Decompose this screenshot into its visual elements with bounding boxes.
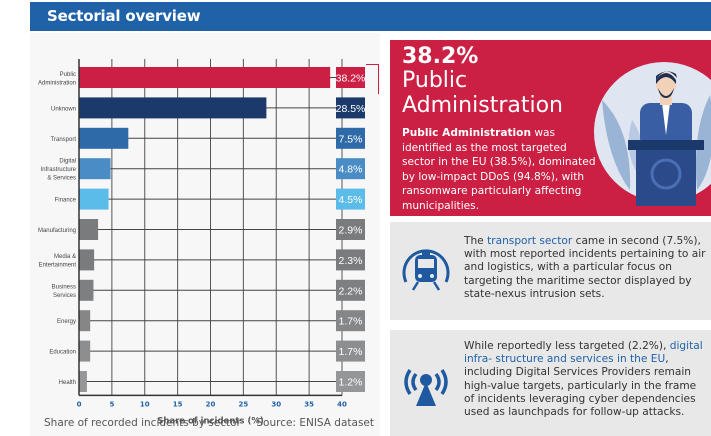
- value-label-box: [336, 188, 365, 210]
- category-label: Business: [52, 285, 76, 291]
- category-label: Health: [59, 380, 76, 386]
- x-tick-label: 15: [173, 400, 183, 408]
- connector-line: [366, 64, 378, 65]
- bar: [79, 310, 91, 332]
- value-label: 28.5%: [336, 103, 366, 115]
- value-label-box: [336, 219, 365, 240]
- value-label: 4.5%: [339, 194, 363, 206]
- x-axis-title: Share of incidents (%): [157, 416, 264, 426]
- digital-text-post: , including Digital Services Providers r…: [464, 353, 697, 419]
- highlight-description-text: was identified as the most targeted sect…: [402, 127, 596, 212]
- value-label: 4.8%: [339, 164, 363, 176]
- category-label: Unknown: [51, 106, 76, 112]
- chart-caption: Share of recorded incidents by sector: [44, 417, 241, 429]
- transport-text-post: came in second (7.5%), with most reporte…: [464, 235, 706, 300]
- highlight-percent: 38.2%: [402, 44, 479, 69]
- value-label-box: [336, 340, 365, 362]
- value-label: 38.2%: [336, 73, 366, 85]
- category-label: Finance: [55, 198, 77, 204]
- transport-text: The transport sector came in second (7.5…: [464, 235, 708, 301]
- connector-line: [378, 64, 379, 94]
- x-tick-label: 5: [109, 400, 114, 408]
- category-label: Public: [60, 72, 76, 78]
- digital-infrastructure-card: While reportedly less targeted (2.2%), d…: [390, 330, 711, 436]
- bar: [79, 97, 267, 119]
- bar: [79, 371, 87, 392]
- bar: [79, 340, 91, 362]
- value-label: 1.2%: [339, 377, 363, 389]
- section-title: Sectorial overview: [47, 7, 201, 25]
- chart-panel: 38.2% Public Administration 28.5% Unknown 7.5…: [30, 33, 380, 436]
- value-label: 2.2%: [339, 285, 363, 297]
- speaker-at-podium-illustration: [594, 62, 711, 206]
- value-label-box: [336, 158, 365, 180]
- chart-source: Source: ENISA dataset: [256, 417, 374, 429]
- section-header: Sectorial overview: [30, 2, 711, 31]
- category-label: Energy: [57, 319, 76, 325]
- category-label: Education: [49, 350, 76, 356]
- category-label: Infrastructure: [41, 167, 77, 173]
- bar: [79, 158, 111, 180]
- x-tick-label: 25: [239, 400, 249, 408]
- value-label: 1.7%: [339, 316, 363, 328]
- bar: [79, 67, 331, 88]
- value-label-box: [336, 249, 365, 271]
- digital-infrastructure-link: digital infra- structure and services in…: [464, 340, 703, 366]
- value-label-box: [336, 279, 365, 301]
- wireless-tower-icon: [404, 369, 448, 406]
- value-label-box: [336, 127, 365, 149]
- highlight-description-bold: Public Administration: [402, 127, 532, 139]
- highlight-card-public-administration: 38.2% Public Administration Public Admin…: [390, 40, 711, 216]
- transport-card: The transport sector came in second (7.5…: [390, 222, 711, 320]
- bar: [79, 279, 94, 301]
- digital-text: While reportedly less targeted (2.2%), d…: [464, 340, 708, 419]
- value-label: 7.5%: [339, 133, 363, 145]
- category-label: Transport: [51, 137, 77, 143]
- x-tick-label: 40: [337, 400, 347, 408]
- value-label-box: [336, 67, 365, 88]
- category-label: Entertainment: [39, 263, 77, 269]
- x-tick-label: 30: [271, 400, 281, 408]
- bar: [79, 219, 99, 240]
- category-label: Administration: [38, 80, 76, 86]
- category-label: Digital: [59, 159, 76, 165]
- highlight-sector: Public Administration: [402, 68, 563, 118]
- x-tick-label: 20: [206, 400, 216, 408]
- bar: [79, 127, 129, 149]
- value-label: 2.9%: [339, 225, 363, 237]
- x-tick-label: 10: [140, 400, 150, 408]
- value-label: 2.3%: [339, 255, 363, 267]
- category-label: Services: [53, 293, 76, 299]
- bar: [79, 188, 109, 210]
- x-tick-label: 0: [77, 400, 82, 408]
- digital-text-pre: While reportedly less targeted (2.2%),: [464, 340, 670, 352]
- category-label: Media &: [54, 254, 76, 260]
- train-icon: [402, 249, 450, 291]
- category-label: & Services: [47, 176, 76, 182]
- value-label: 1.7%: [339, 346, 363, 358]
- x-tick-label: 35: [304, 400, 314, 408]
- transport-text-pre: The: [464, 235, 488, 247]
- value-label-box: [336, 310, 365, 332]
- transport-sector-link: transport sector: [487, 235, 573, 247]
- value-label-box: [336, 97, 365, 119]
- value-label-box: [336, 371, 365, 392]
- bar: [79, 249, 95, 271]
- category-label: Manufacturing: [38, 228, 76, 234]
- highlight-description: Public Administration was identified as …: [402, 126, 602, 213]
- bar-chart: 38.2% Public Administration 28.5% Unknown 7.5…: [38, 59, 366, 426]
